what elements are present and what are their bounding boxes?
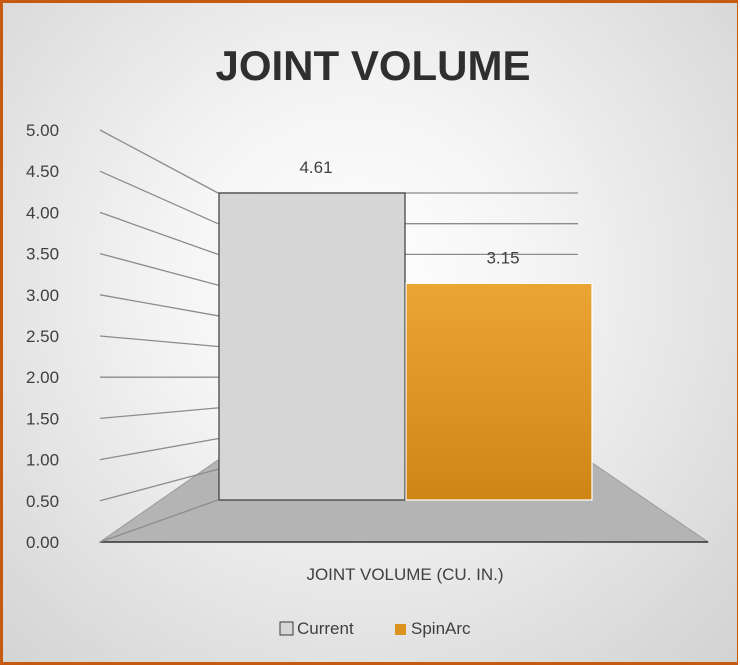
y-tick-label: 5.00: [26, 121, 59, 140]
legend-label-spinarc: SpinArc: [411, 619, 471, 638]
y-tick-label: 1.50: [26, 409, 59, 428]
bar-spinarc: [405, 282, 593, 501]
y-tick-label: 4.00: [26, 203, 59, 222]
legend: Current SpinArc: [279, 619, 471, 638]
legend-swatch-spinarc: [395, 624, 406, 635]
gridline-side: [99, 437, 219, 461]
y-tick-label: 2.00: [26, 368, 59, 387]
y-tick-label: 1.00: [26, 451, 59, 470]
bar-current: [218, 192, 406, 501]
y-axis-ticks: 0.00 0.50 1.00 1.50 2.00 2.50 3.00 3.50 4.00 4.50…: [26, 121, 59, 552]
legend-swatch-current: [279, 621, 294, 636]
gridline-side: [99, 499, 219, 543]
gridline-side: [99, 129, 219, 194]
y-tick-label: 4.50: [26, 162, 59, 181]
chart-title: JOINT VOLUME: [215, 42, 530, 89]
y-tick-label: 0.50: [26, 492, 59, 511]
gridline-side: [99, 170, 219, 225]
y-tick-label: 0.00: [26, 533, 59, 552]
y-tick-label: 3.00: [26, 286, 59, 305]
data-label-spinarc: 3.15: [486, 248, 519, 267]
y-tick-label: 3.50: [26, 245, 59, 264]
legend-label-current: Current: [297, 619, 354, 638]
gridline-side: [99, 211, 219, 256]
category-label: JOINT VOLUME (CU. IN.): [306, 565, 503, 584]
gridline-side: [99, 407, 219, 420]
y-tick-label: 2.50: [26, 327, 59, 346]
gridline-side: [99, 468, 219, 502]
gridline-side: [99, 252, 219, 286]
data-label-current: 4.61: [299, 158, 332, 177]
gridline-side: [99, 294, 219, 317]
gridline-side: [99, 335, 219, 348]
